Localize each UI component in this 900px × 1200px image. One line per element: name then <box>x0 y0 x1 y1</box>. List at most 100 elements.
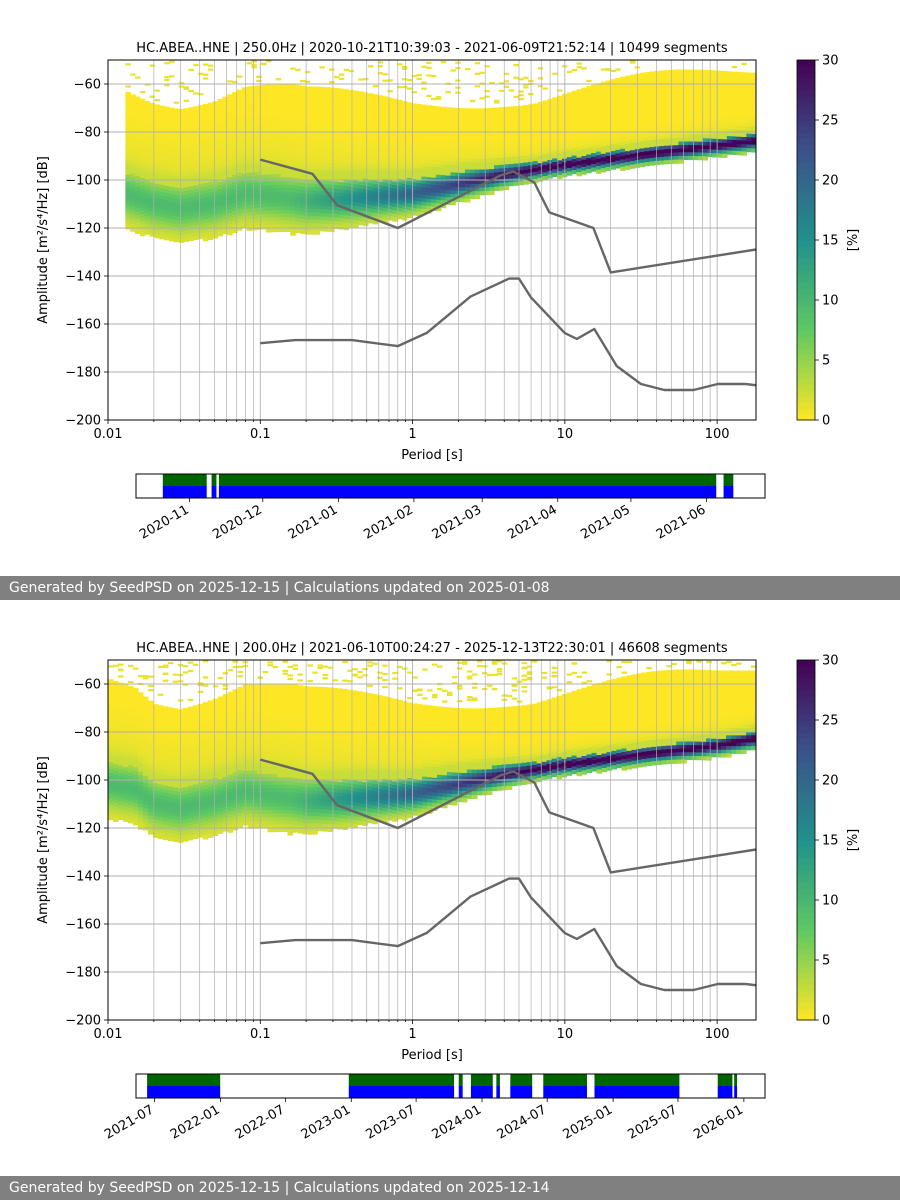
y-tick-label: −180 <box>65 366 101 381</box>
timeline-tick-label: 2021-01 <box>286 502 341 542</box>
data-coverage-timeline: 2020-11 2020-12 2021-01 2021-02 2021-03 2021-… <box>135 473 766 543</box>
y-tick-label: −160 <box>65 918 101 933</box>
nlnm-curve <box>260 877 756 992</box>
coverage-bar-upper <box>218 474 717 486</box>
coverage-bar-lower <box>147 1086 221 1098</box>
x-tick-label: 10 <box>557 1027 574 1042</box>
chart-title: HC.ABEA..HNE | 200.0Hz | 2021-06-10T00:2… <box>136 641 728 656</box>
timeline-frame <box>135 473 766 499</box>
colorbar-label: [%] <box>846 829 861 852</box>
coverage-bar-upper <box>211 474 217 486</box>
coverage-bar-upper <box>348 1074 455 1086</box>
coverage-bar-lower <box>594 1086 680 1098</box>
x-tick-label: 10 <box>557 427 574 442</box>
y-tick-label: −100 <box>65 174 101 189</box>
timeline-tick-label: 2021-07 <box>102 1102 157 1142</box>
y-axis: −60 −80 −100 −120 −140 −160 −180 −200 <box>65 78 108 429</box>
colorbar-tick-label: 15 <box>822 234 839 249</box>
y-tick-label: −120 <box>65 822 101 837</box>
y-tick-label: −60 <box>74 78 101 93</box>
nhnm-curve <box>259 158 756 274</box>
coverage-bar-lower <box>458 1086 463 1098</box>
timeline-tick-label: 2020-12 <box>210 502 265 542</box>
coverage-bar-upper <box>162 474 207 486</box>
y-axis-label: Amplitude [m²/s⁴/Hz] [dB] <box>36 756 51 924</box>
psd-chart-svg: HC.ABEA..HNE | 200.0Hz | 2021-06-10T00:2… <box>36 641 861 1143</box>
timeline-tick-label: 2021-04 <box>505 502 560 542</box>
y-tick-label: −100 <box>65 774 101 789</box>
coverage-bar-upper <box>717 1074 733 1086</box>
y-tick-label: −60 <box>74 678 101 693</box>
timeline-tick-label: 2024-07 <box>495 1102 550 1142</box>
y-tick-label: −200 <box>65 1014 101 1029</box>
colorbar-tick-label: 10 <box>822 894 839 909</box>
psd-heatmap <box>108 660 756 843</box>
x-axis: 0.01 0.1 1 10 100 <box>94 1020 730 1042</box>
y-tick-label: −200 <box>65 414 101 429</box>
y-tick-label: −120 <box>65 222 101 237</box>
coverage-bar-lower <box>734 1086 738 1098</box>
x-tick-label: 100 <box>705 427 730 442</box>
colorbar-tick-label: 15 <box>822 834 839 849</box>
coverage-bar-lower <box>218 486 717 498</box>
coverage-bar-upper <box>594 1074 680 1086</box>
plot-frame <box>107 659 757 1021</box>
colorbar-tick-label: 25 <box>822 714 839 729</box>
x-tick-label: 1 <box>408 427 416 442</box>
timeline-tick-label: 2021-03 <box>430 502 485 542</box>
noise-models <box>259 758 756 992</box>
coverage-bar-lower <box>470 1086 493 1098</box>
x-tick-label: 0.01 <box>94 427 123 442</box>
timeline-tick-label: 2025-01 <box>561 1102 616 1142</box>
timeline-tick-label: 2022-07 <box>233 1102 288 1142</box>
x-tick-label: 1 <box>408 1027 416 1042</box>
x-tick-label: 0.1 <box>250 1027 271 1042</box>
colorbar-tick-label: 20 <box>822 174 839 189</box>
y-tick-label: −180 <box>65 966 101 981</box>
y-axis-label: Amplitude [m²/s⁴/Hz] [dB] <box>36 156 51 324</box>
colorbar-tick-label: 0 <box>822 414 830 429</box>
coverage-bar-lower <box>723 486 734 498</box>
timeline-tick-label: 2021-06 <box>654 502 709 542</box>
coverage-bar-upper <box>543 1074 587 1086</box>
data-coverage-timeline: 2021-07 2022-01 2022-07 2023-01 2023-07 2024-… <box>102 1073 766 1143</box>
coverage-bar-upper <box>496 1074 500 1086</box>
x-tick-label: 100 <box>705 1027 730 1042</box>
psd-panel-2: HC.ABEA..HNE | 200.0Hz | 2021-06-10T00:2… <box>0 600 900 1200</box>
plot-frame <box>107 59 757 421</box>
x-axis-label: Period [s] <box>401 448 463 463</box>
coverage-bar-upper <box>458 1074 463 1086</box>
coverage-bar-upper <box>510 1074 533 1086</box>
coverage-bar-upper <box>723 474 734 486</box>
x-axis-label: Period [s] <box>401 1048 463 1063</box>
colorbar-tick-label: 0 <box>822 1014 830 1029</box>
colorbar-tick-label: 25 <box>822 114 839 129</box>
y-tick-label: −160 <box>65 318 101 333</box>
coverage-bar-upper <box>734 1074 738 1086</box>
colorbar-tick-label: 20 <box>822 774 839 789</box>
timeline-tick-label: 2025-07 <box>625 1102 680 1142</box>
timeline-tick-label: 2023-07 <box>364 1102 419 1142</box>
coverage-bar-lower <box>496 1086 500 1098</box>
timeline-tick-label: 2023-01 <box>299 1102 354 1142</box>
colorbar-tick-label: 5 <box>822 354 830 369</box>
coverage-bar-upper <box>470 1074 493 1086</box>
y-tick-label: −140 <box>65 870 101 885</box>
timeline-tick-label: 2021-02 <box>361 502 416 542</box>
timeline-tick-label: 2022-01 <box>168 1102 223 1142</box>
timeline-tick-label: 2024-01 <box>429 1102 484 1142</box>
noise-models <box>259 158 756 392</box>
colorbar-tick-label: 30 <box>822 654 839 669</box>
coverage-bar-lower <box>348 1086 455 1098</box>
chart-title: HC.ABEA..HNE | 250.0Hz | 2020-10-21T10:3… <box>136 41 728 56</box>
coverage-bar-upper <box>147 1074 221 1086</box>
coverage-bar-lower <box>162 486 207 498</box>
y-tick-label: −80 <box>74 126 101 141</box>
colorbar: 0 5 10 15 20 25 30 [%] <box>796 654 861 1029</box>
footer-bar: Generated by SeedPSD on 2025-12-15 | Cal… <box>0 576 900 600</box>
psd-panel-1: HC.ABEA..HNE | 250.0Hz | 2020-10-21T10:3… <box>0 41 900 600</box>
coverage-bar-lower <box>717 1086 733 1098</box>
psd-heatmap <box>125 60 756 243</box>
footer-bar: Generated by SeedPSD on 2025-12-15 | Cal… <box>0 1176 900 1200</box>
timeline-frame <box>135 1073 766 1099</box>
